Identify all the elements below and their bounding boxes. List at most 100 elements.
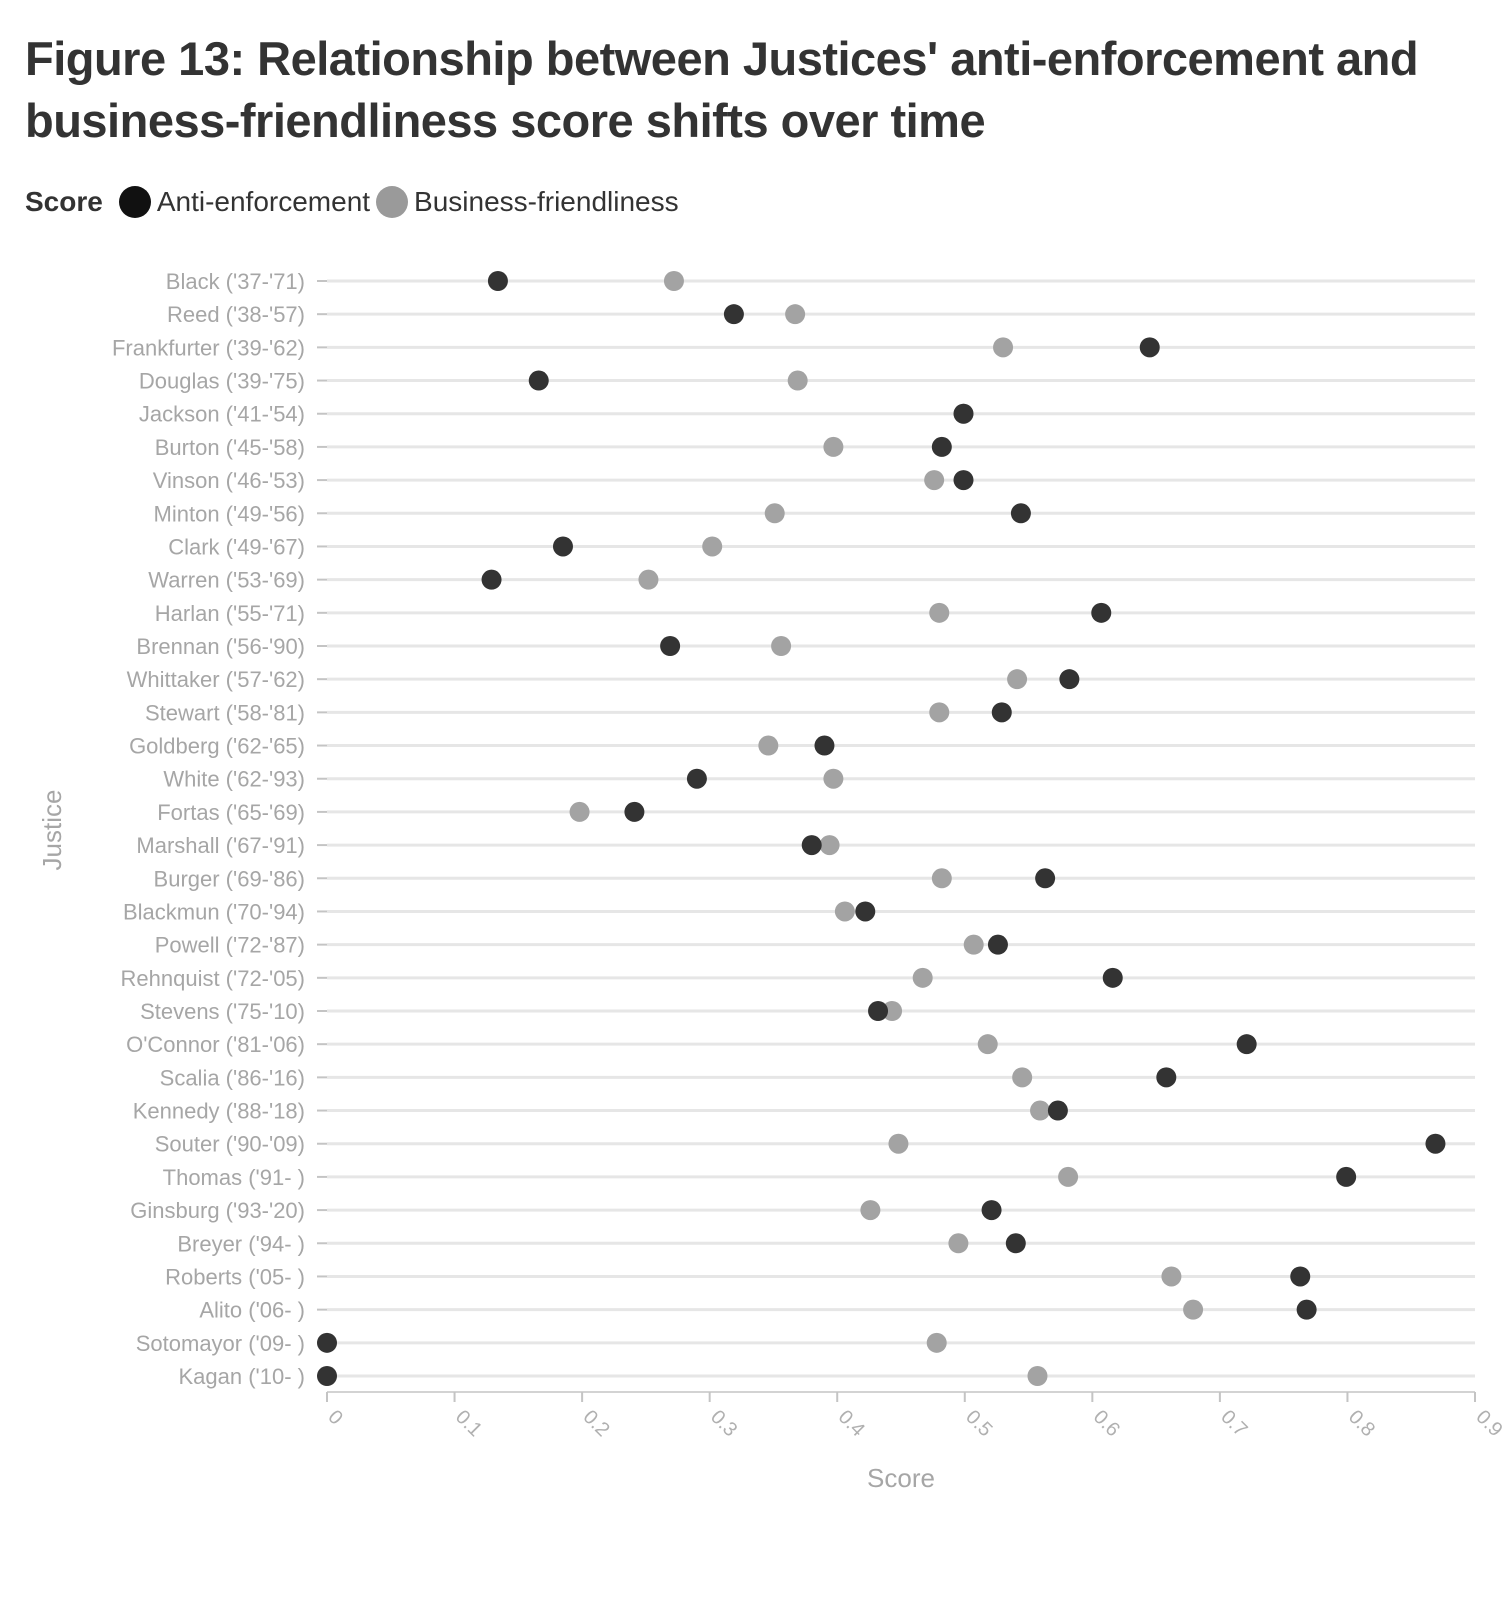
- y-tick-label: Rehnquist ('72-'05): [121, 966, 306, 991]
- point-anti-enforcement[interactable]: [1236, 1034, 1257, 1055]
- scatter-plot: Black ('37-'71) Reed ('38-'57) Frankfurter…: [37, 269, 1504, 1493]
- point-business-friendliness[interactable]: [860, 1200, 881, 1221]
- point-business-friendliness[interactable]: [663, 271, 684, 291]
- point-business-friendliness[interactable]: [882, 1001, 903, 1021]
- point-business-friendliness[interactable]: [924, 470, 945, 491]
- point-anti-enforcement[interactable]: [317, 1366, 337, 1386]
- point-business-friendliness[interactable]: [912, 967, 933, 988]
- x-tick-label: 0.6: [1089, 1406, 1124, 1441]
- legend-item-anti-enforcement[interactable]: Anti-enforcement: [118, 186, 370, 218]
- point-business-friendliness[interactable]: [638, 569, 659, 590]
- point-anti-enforcement[interactable]: [953, 470, 974, 491]
- point-business-friendliness[interactable]: [1007, 669, 1028, 690]
- point-anti-enforcement[interactable]: [487, 271, 508, 291]
- y-tick-label: Powell ('72-'87): [155, 933, 305, 958]
- point-anti-enforcement[interactable]: [1156, 1067, 1177, 1088]
- x-axis-title: Score: [867, 1463, 935, 1493]
- x-tick-label: 0.5: [961, 1406, 996, 1441]
- y-tick-label: Harlan ('55-'71): [155, 601, 305, 626]
- point-business-friendliness[interactable]: [764, 503, 785, 524]
- point-anti-enforcement[interactable]: [1139, 337, 1160, 358]
- y-tick-label: Kagan ('10- ): [179, 1364, 306, 1389]
- point-business-friendliness[interactable]: [1030, 1100, 1051, 1121]
- y-tick-label: O'Connor ('81-'06): [126, 1032, 305, 1057]
- legend: Score Anti-enforcement Business-friendli…: [25, 184, 685, 220]
- legend-item-business-friendliness[interactable]: Business-friendliness: [376, 186, 679, 218]
- point-business-friendliness[interactable]: [702, 536, 723, 557]
- y-tick-label: Breyer ('94- ): [177, 1231, 305, 1256]
- y-tick-label: Souter ('90-'09): [155, 1132, 305, 1157]
- point-business-friendliness[interactable]: [1058, 1166, 1079, 1187]
- y-tick-label: Jackson ('41-'54): [139, 402, 305, 427]
- y-tick-label: Fortas ('65-'69): [157, 800, 305, 825]
- y-tick-label: Clark ('49-'67): [168, 534, 305, 559]
- point-business-friendliness[interactable]: [569, 801, 590, 822]
- point-business-friendliness[interactable]: [758, 735, 779, 756]
- y-tick-label: Burton ('45-'58): [155, 435, 305, 460]
- point-anti-enforcement[interactable]: [868, 1001, 889, 1021]
- y-tick-label: Douglas ('39-'75): [139, 369, 305, 394]
- point-business-friendliness[interactable]: [823, 436, 844, 457]
- point-anti-enforcement[interactable]: [481, 569, 502, 590]
- point-anti-enforcement[interactable]: [1290, 1266, 1311, 1287]
- y-tick-label: Reed ('38-'57): [167, 302, 305, 327]
- point-anti-enforcement[interactable]: [991, 702, 1012, 723]
- point-anti-enforcement[interactable]: [1047, 1100, 1068, 1121]
- y-tick-label: Alito ('06- ): [199, 1298, 305, 1323]
- x-tick-label: 0.1: [451, 1406, 486, 1441]
- point-anti-enforcement[interactable]: [1035, 868, 1056, 889]
- point-business-friendliness[interactable]: [977, 1034, 998, 1055]
- y-tick-label: Stevens ('75-'10): [140, 999, 305, 1024]
- point-anti-enforcement[interactable]: [1425, 1133, 1446, 1154]
- point-business-friendliness[interactable]: [1161, 1266, 1182, 1287]
- point-business-friendliness[interactable]: [771, 636, 792, 656]
- point-business-friendliness[interactable]: [819, 835, 840, 856]
- y-tick-label: Whittaker ('57-'62): [127, 667, 305, 692]
- point-anti-enforcement[interactable]: [1091, 602, 1112, 623]
- point-business-friendliness[interactable]: [888, 1133, 909, 1154]
- point-business-friendliness[interactable]: [963, 934, 984, 955]
- point-anti-enforcement[interactable]: [686, 768, 707, 789]
- y-tick-label: Roberts ('05- ): [165, 1264, 305, 1289]
- point-business-friendliness[interactable]: [1012, 1067, 1033, 1088]
- point-business-friendliness[interactable]: [948, 1233, 969, 1254]
- point-anti-enforcement[interactable]: [1336, 1166, 1357, 1187]
- point-anti-enforcement[interactable]: [1102, 967, 1123, 988]
- point-business-friendliness[interactable]: [1183, 1299, 1204, 1320]
- point-business-friendliness[interactable]: [993, 337, 1014, 358]
- point-anti-enforcement[interactable]: [528, 370, 549, 391]
- y-tick-label: Scalia ('86-'16): [160, 1065, 305, 1090]
- point-business-friendliness[interactable]: [834, 901, 855, 922]
- point-business-friendliness[interactable]: [787, 370, 808, 391]
- point-anti-enforcement[interactable]: [660, 636, 681, 656]
- point-anti-enforcement[interactable]: [723, 304, 744, 325]
- point-business-friendliness[interactable]: [929, 702, 950, 723]
- y-tick-label: Brennan ('56-'90): [136, 634, 305, 659]
- y-tick-label: Frankfurter ('39-'62): [112, 335, 305, 360]
- point-anti-enforcement[interactable]: [801, 835, 822, 856]
- point-anti-enforcement[interactable]: [855, 901, 876, 922]
- point-business-friendliness[interactable]: [929, 602, 950, 623]
- point-anti-enforcement[interactable]: [1010, 503, 1031, 524]
- y-tick-label: Kennedy ('88-'18): [133, 1099, 305, 1124]
- y-tick-label: Sotomayor ('09- ): [136, 1331, 305, 1356]
- point-anti-enforcement[interactable]: [552, 536, 573, 557]
- point-business-friendliness[interactable]: [1027, 1366, 1048, 1386]
- point-business-friendliness[interactable]: [823, 768, 844, 789]
- legend-label-business-friendliness: Business-friendliness: [414, 186, 679, 217]
- point-business-friendliness[interactable]: [926, 1332, 947, 1353]
- point-anti-enforcement[interactable]: [953, 403, 974, 424]
- point-business-friendliness[interactable]: [931, 868, 952, 889]
- point-anti-enforcement[interactable]: [1296, 1299, 1317, 1320]
- point-anti-enforcement[interactable]: [981, 1200, 1002, 1221]
- point-anti-enforcement[interactable]: [987, 934, 1008, 955]
- chart-title: Figure 13: Relationship between Justices…: [25, 32, 1419, 147]
- point-anti-enforcement[interactable]: [1005, 1233, 1026, 1254]
- x-tick-label: 0.7: [1216, 1406, 1251, 1441]
- point-anti-enforcement[interactable]: [931, 436, 952, 457]
- point-anti-enforcement[interactable]: [624, 801, 645, 822]
- point-anti-enforcement[interactable]: [814, 735, 835, 756]
- point-anti-enforcement[interactable]: [1059, 669, 1080, 690]
- point-anti-enforcement[interactable]: [317, 1332, 337, 1353]
- point-business-friendliness[interactable]: [785, 304, 806, 325]
